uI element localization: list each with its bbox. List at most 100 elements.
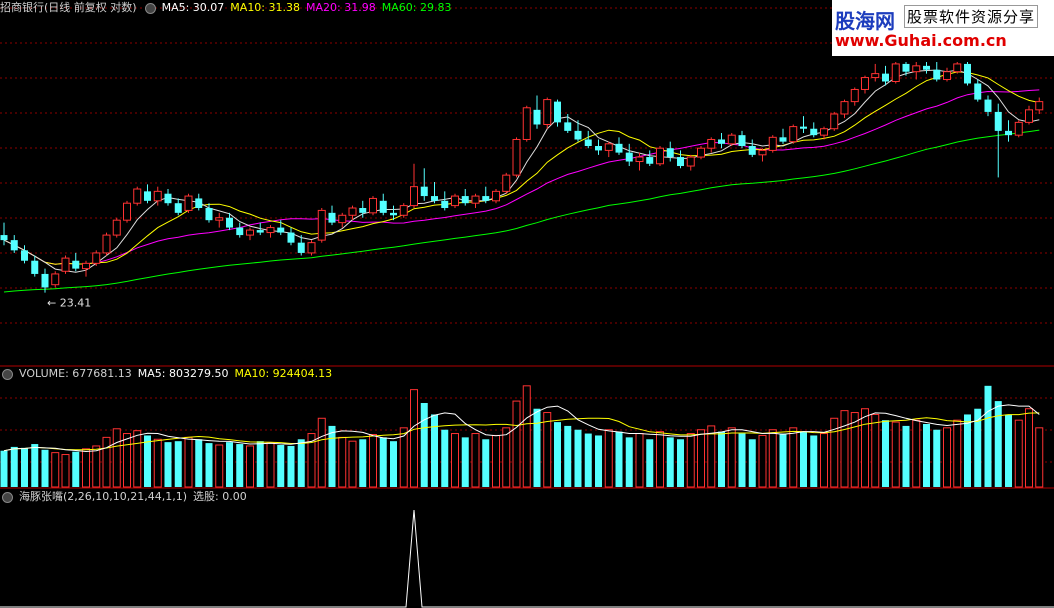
candle-body bbox=[554, 101, 561, 123]
candle-body bbox=[164, 193, 172, 204]
volume-bar bbox=[656, 431, 664, 488]
volume-bar bbox=[738, 433, 746, 487]
candle-body bbox=[369, 197, 377, 214]
candle-body bbox=[533, 109, 541, 125]
volume-bar bbox=[625, 437, 633, 487]
ma20-line bbox=[3, 89, 1040, 265]
volume-bar bbox=[994, 401, 1002, 487]
volume-bar bbox=[943, 427, 951, 488]
candle-body bbox=[441, 200, 449, 209]
stock-title[interactable]: 招商银行(日线 前复权 对数) bbox=[0, 1, 137, 14]
ma60-line bbox=[3, 129, 1040, 293]
volume-bar bbox=[882, 420, 889, 487]
candle-body bbox=[943, 71, 951, 81]
volume-bar bbox=[112, 428, 121, 488]
candle-body bbox=[348, 207, 357, 216]
volume-bar bbox=[144, 435, 151, 487]
indicator-name[interactable]: 海豚张嘴(2,26,10,10,21,44,1,1) bbox=[19, 490, 188, 503]
indicator-header: 海豚张嘴(2,26,10,10,21,44,1,1) 选股: 0.00 bbox=[0, 489, 253, 505]
candle-body bbox=[758, 149, 767, 156]
volume-bar bbox=[195, 439, 203, 487]
candle-body bbox=[512, 138, 521, 176]
volume-bar bbox=[297, 439, 305, 487]
candle-body bbox=[205, 208, 213, 221]
guhai-logo[interactable]: 股海网 股票软件资源分享 www.Guhai.com.cn bbox=[832, 0, 1054, 56]
volume-bar bbox=[677, 439, 684, 487]
volume-bar bbox=[820, 433, 828, 488]
volume-bar bbox=[215, 444, 224, 488]
volume-bar bbox=[226, 442, 233, 487]
candle-body bbox=[10, 240, 18, 251]
volume-bar bbox=[399, 427, 408, 488]
candle-body bbox=[317, 209, 326, 241]
main-chart-header: 招商银行(日线 前复权 对数) MA5: 30.07 MA10: 31.38 MA20… bbox=[0, 0, 457, 16]
volume-bar bbox=[984, 385, 992, 487]
candle-body bbox=[697, 147, 705, 158]
candle-body bbox=[994, 111, 1002, 131]
volume-bar bbox=[266, 442, 275, 488]
candle-body bbox=[891, 63, 900, 83]
volume-bar bbox=[604, 429, 613, 488]
volume-ma5-label: MA5: 803279.50 bbox=[137, 367, 229, 380]
indicator-signal: 选股: 0.00 bbox=[193, 490, 247, 503]
volume-bar bbox=[615, 431, 623, 487]
candle-body bbox=[184, 195, 193, 211]
candle-body bbox=[482, 196, 490, 201]
volume-bar bbox=[974, 408, 982, 487]
candle-body bbox=[420, 186, 428, 197]
volume-bar bbox=[564, 425, 572, 487]
volume-bar bbox=[307, 433, 316, 488]
volume-bar bbox=[420, 403, 428, 487]
volume-bar bbox=[390, 441, 397, 487]
candle-body bbox=[21, 250, 28, 261]
volume-toggle-icon[interactable] bbox=[2, 368, 13, 380]
volume-bar bbox=[810, 435, 818, 487]
volume-bar bbox=[317, 417, 326, 488]
volume-bar bbox=[584, 433, 592, 487]
volume-bar bbox=[21, 447, 28, 487]
candle-body bbox=[604, 143, 613, 151]
candle-body bbox=[522, 107, 531, 140]
volume-bar bbox=[871, 413, 880, 488]
volume-bar bbox=[543, 412, 552, 488]
candle-body bbox=[102, 234, 111, 254]
candle-body bbox=[615, 143, 623, 153]
candle-body bbox=[810, 128, 818, 136]
volume-bar bbox=[953, 419, 962, 488]
volume-bar bbox=[256, 441, 264, 487]
candle-body bbox=[840, 101, 849, 115]
indicator-toggle-icon[interactable] bbox=[2, 491, 13, 503]
volume-bar bbox=[451, 433, 459, 488]
candle-body bbox=[1035, 101, 1044, 111]
volume-bar bbox=[482, 439, 490, 487]
candle-body bbox=[666, 148, 674, 158]
volume-bar bbox=[431, 414, 438, 487]
volume-bar bbox=[666, 437, 674, 487]
candle-body bbox=[112, 219, 121, 236]
min-price-label: ← 23.41 bbox=[47, 297, 91, 310]
candle-body bbox=[328, 212, 336, 223]
candle-body bbox=[236, 227, 244, 236]
candle-body bbox=[307, 242, 316, 254]
volume-bar bbox=[133, 430, 142, 488]
volume-bar bbox=[902, 425, 910, 487]
volume-bar bbox=[697, 429, 705, 488]
candle-body bbox=[399, 205, 408, 216]
settings-toggle-icon[interactable] bbox=[144, 2, 156, 14]
volume-bar bbox=[82, 448, 90, 488]
candle-body bbox=[359, 208, 367, 213]
volume-bar bbox=[102, 436, 111, 488]
volume-bar bbox=[92, 445, 101, 488]
volume-bar bbox=[0, 450, 8, 487]
candle-body bbox=[574, 130, 582, 140]
volume-bar bbox=[174, 441, 182, 487]
candle-body bbox=[246, 229, 254, 236]
candle-body bbox=[502, 174, 511, 192]
candle-body bbox=[379, 200, 387, 213]
candle-body bbox=[1014, 121, 1023, 136]
volume-bar bbox=[164, 442, 172, 487]
candle-body bbox=[410, 186, 418, 207]
volume-bar bbox=[502, 427, 511, 488]
volume-bar bbox=[359, 439, 367, 487]
ma20-label: MA20: 31.98 bbox=[306, 1, 376, 14]
